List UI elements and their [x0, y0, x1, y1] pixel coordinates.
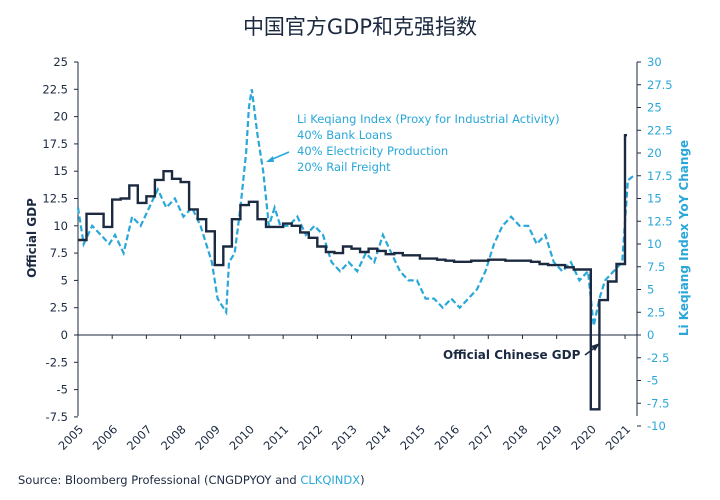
chart-title: 中国官方GDP和克强指数 [243, 15, 477, 39]
source-suffix: ) [360, 473, 365, 487]
x-tick-label: 2016 [432, 422, 463, 453]
x-tick-label: 2020 [568, 422, 599, 453]
right-axis-ticks: 30 27.5 25 22.5 20 17.5 15 12.5 10 7.5 5 2.5 0 -2.5 -5… [637, 55, 673, 433]
x-tick-label: 2013 [329, 422, 360, 453]
right-tick-label: 20 [647, 146, 662, 160]
x-tick-label: 2009 [192, 422, 223, 453]
x-tick-label: 2015 [397, 422, 428, 453]
x-tick-label: 2021 [603, 422, 634, 453]
right-tick-label: 7.5 [647, 260, 665, 274]
right-tick-label: 15 [647, 192, 662, 206]
left-tick-label: 2.5 [50, 301, 68, 315]
x-tick-label: 2014 [363, 422, 394, 453]
source-highlight: CLKQINDX [300, 473, 360, 487]
left-tick-label: 20 [53, 110, 68, 124]
left-tick-label: -7.5 [46, 410, 68, 424]
right-tick-label: 12.5 [647, 214, 673, 228]
right-tick-label: 27.5 [647, 78, 673, 92]
x-tick-label: 2011 [261, 422, 292, 453]
x-tick-label: 2006 [90, 422, 121, 453]
gdp-annotation-arrowhead [591, 343, 600, 351]
gdp-annotation-label: Official Chinese GDP [443, 348, 581, 362]
right-tick-label: 2.5 [647, 305, 665, 319]
left-tick-label: -5 [57, 383, 68, 397]
li-annotation-line-4: 20% Rail Freight [297, 160, 391, 174]
left-tick-label: 5 [61, 273, 68, 287]
right-tick-label: 10 [647, 237, 662, 251]
right-tick-label: 30 [647, 55, 662, 69]
x-tick-label: 2017 [466, 422, 497, 453]
source-prefix: Source: Bloomberg Professional (CNGDPYOY… [18, 473, 300, 487]
li-annotation-line-3: 40% Electricity Production [297, 144, 448, 158]
right-tick-label: 5 [647, 283, 654, 297]
x-tick-label: 2008 [158, 422, 189, 453]
left-tick-label: -2.5 [46, 355, 68, 369]
left-tick-label: 12.5 [42, 192, 68, 206]
left-tick-label: 0 [61, 328, 68, 342]
gdp-annotation: Official Chinese GDP [443, 343, 600, 362]
li-keqiang-index-line [76, 89, 635, 327]
right-tick-label: -7.5 [647, 396, 669, 410]
li-annotation-line-1: Li Keqiang Index (Proxy for Industrial A… [297, 112, 560, 126]
left-tick-label: 7.5 [50, 246, 68, 260]
right-tick-label: -10 [647, 419, 666, 433]
right-tick-label: 0 [647, 328, 654, 342]
right-tick-label: 17.5 [647, 169, 673, 183]
left-tick-label: 22.5 [42, 82, 68, 96]
x-tick-label: 2005 [56, 422, 87, 453]
left-tick-label: 25 [53, 55, 68, 69]
right-tick-label: 22.5 [647, 123, 673, 137]
li-annotation-line-2: 40% Bank Loans [297, 128, 392, 142]
left-axis-ticks: 25 22.5 20 17.5 15 12.5 10 7.5 5 2.5 0 -2.5 -5 -7.5 [42, 55, 78, 424]
x-tick-label: 2019 [534, 422, 565, 453]
left-tick-label: 15 [53, 164, 68, 178]
x-tick-label: 2018 [500, 422, 531, 453]
left-tick-label: 17.5 [42, 137, 68, 151]
right-axis-label: Li Keqiang Index YoY Change [677, 140, 691, 336]
left-tick-label: 10 [53, 219, 68, 233]
x-tick-label: 2010 [226, 422, 257, 453]
source-note: Source: Bloomberg Professional (CNGDPYOY… [18, 473, 365, 487]
li-index-annotation: Li Keqiang Index (Proxy for Industrial A… [266, 112, 560, 174]
li-annotation-arrowhead [266, 156, 274, 162]
left-axis-label: Official GDP [25, 198, 39, 278]
official-gdp-line [78, 134, 627, 411]
right-tick-label: -5 [647, 374, 658, 388]
x-tick-label: 2007 [124, 422, 155, 453]
right-tick-label: -2.5 [647, 351, 669, 365]
x-tick-label: 2012 [295, 422, 326, 453]
right-tick-label: 25 [647, 101, 662, 115]
